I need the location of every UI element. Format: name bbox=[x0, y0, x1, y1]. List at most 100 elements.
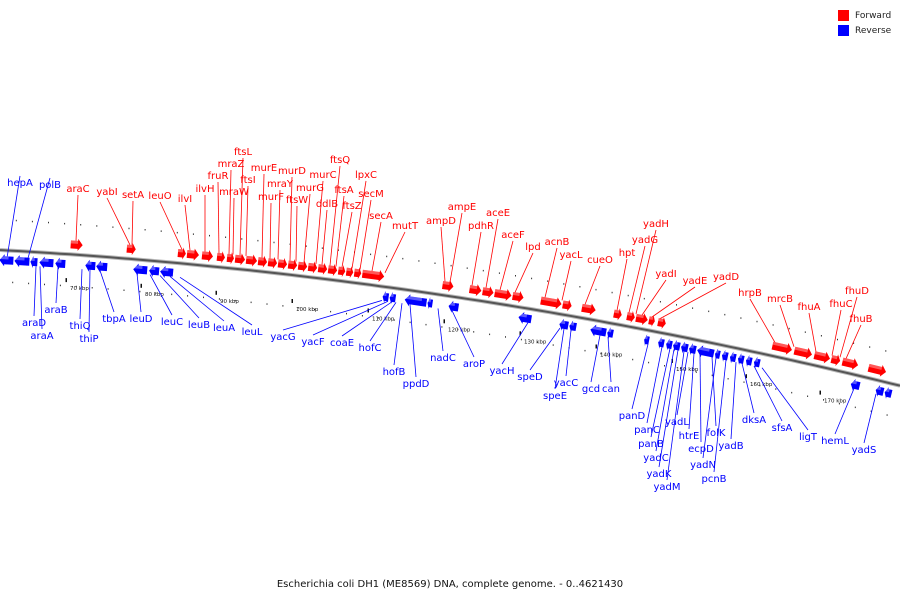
gene-label-murG[interactable]: murG bbox=[296, 183, 324, 194]
forward-gene-arrow[interactable] bbox=[177, 247, 186, 260]
reverse-gene-arrow[interactable] bbox=[680, 341, 689, 354]
gene-label-ftsQ[interactable]: ftsQ bbox=[330, 155, 350, 166]
gene-label-pdhR[interactable]: pdhR bbox=[468, 221, 494, 232]
reverse-gene-arrow[interactable] bbox=[672, 339, 681, 352]
gene-label-yadN[interactable]: yadN bbox=[690, 460, 716, 471]
forward-gene-arrow[interactable] bbox=[216, 251, 225, 264]
gene-label-hrpB[interactable]: hrpB bbox=[738, 288, 762, 299]
reverse-gene-arrow[interactable] bbox=[160, 265, 174, 279]
gene-label-yacC[interactable]: yacC bbox=[554, 378, 579, 389]
reverse-gene-arrow[interactable] bbox=[96, 260, 108, 273]
gene-label-yacL[interactable]: yacL bbox=[559, 250, 583, 261]
gene-label-murE[interactable]: murE bbox=[251, 163, 278, 174]
forward-gene-arrow[interactable] bbox=[317, 262, 328, 275]
gene-label-yadD[interactable]: yadD bbox=[713, 272, 739, 283]
forward-gene-arrow[interactable] bbox=[813, 349, 831, 364]
reverse-gene-arrow[interactable] bbox=[427, 297, 434, 310]
forward-gene-arrow[interactable] bbox=[361, 268, 385, 283]
gene-label-ppdD[interactable]: ppdD bbox=[403, 379, 430, 390]
forward-gene-arrow[interactable] bbox=[277, 257, 288, 270]
gene-label-leuC[interactable]: leuC bbox=[161, 317, 183, 328]
gene-label-polB[interactable]: polB bbox=[39, 180, 61, 191]
gene-label-yadM[interactable]: yadM bbox=[653, 482, 680, 493]
gene-label-mrcB[interactable]: mrcB bbox=[767, 294, 793, 305]
reverse-gene-arrow[interactable] bbox=[30, 255, 38, 268]
gene-label-fhuD[interactable]: fhuD bbox=[845, 286, 869, 297]
gene-label-panC[interactable]: panC bbox=[634, 425, 660, 436]
reverse-gene-arrow[interactable] bbox=[589, 324, 607, 339]
gene-label-ftsZ[interactable]: ftsZ bbox=[342, 201, 361, 212]
gene-label-aceE[interactable]: aceE bbox=[486, 208, 510, 219]
gene-label-yadG[interactable]: yadG bbox=[632, 235, 658, 246]
reverse-gene-arrow[interactable] bbox=[643, 334, 650, 347]
forward-gene-arrow[interactable] bbox=[337, 265, 346, 278]
gene-label-sfsA[interactable]: sfsA bbox=[772, 423, 793, 434]
forward-gene-arrow[interactable] bbox=[267, 256, 278, 269]
reverse-gene-arrow[interactable] bbox=[568, 320, 577, 333]
gene-label-ftsA[interactable]: ftsA bbox=[334, 185, 353, 196]
forward-gene-arrow[interactable] bbox=[613, 308, 623, 321]
gene-label-hepA[interactable]: hepA bbox=[7, 178, 33, 189]
gene-label-yadH[interactable]: yadH bbox=[643, 219, 669, 230]
gene-label-aroP[interactable]: aroP bbox=[463, 359, 485, 370]
reverse-gene-arrow[interactable] bbox=[745, 355, 753, 368]
gene-label-murD[interactable]: murD bbox=[278, 166, 306, 177]
gene-label-dksA[interactable]: dksA bbox=[742, 415, 766, 426]
forward-gene-arrow[interactable] bbox=[287, 259, 298, 272]
gene-label-ilvH[interactable]: ilvH bbox=[196, 184, 215, 195]
forward-gene-arrow[interactable] bbox=[581, 302, 597, 316]
gene-label-yadE[interactable]: yadE bbox=[683, 276, 708, 287]
gene-label-araA[interactable]: araA bbox=[30, 331, 53, 342]
gene-label-yadC[interactable]: yadC bbox=[643, 453, 668, 464]
forward-gene-arrow[interactable] bbox=[626, 310, 636, 323]
gene-label-pcnB[interactable]: pcnB bbox=[701, 474, 726, 485]
gene-label-panD[interactable]: panD bbox=[619, 411, 646, 422]
reverse-gene-arrow[interactable] bbox=[849, 378, 861, 392]
forward-gene-arrow[interactable] bbox=[482, 285, 495, 299]
gene-label-mraY[interactable]: mraY bbox=[267, 179, 294, 190]
forward-gene-arrow[interactable] bbox=[201, 249, 213, 262]
gene-label-leuL[interactable]: leuL bbox=[242, 327, 263, 338]
gene-label-secM[interactable]: secM bbox=[358, 189, 384, 200]
reverse-gene-arrow[interactable] bbox=[0, 254, 14, 267]
gene-label-setA[interactable]: setA bbox=[122, 190, 144, 201]
forward-gene-arrow[interactable] bbox=[70, 238, 83, 251]
gene-label-leuB[interactable]: leuB bbox=[188, 320, 210, 331]
gene-label-yadL[interactable]: yadL bbox=[665, 417, 689, 428]
gene-label-fruR[interactable]: fruR bbox=[208, 171, 229, 182]
gene-label-ligT[interactable]: ligT bbox=[799, 432, 818, 443]
gene-label-murF[interactable]: murF bbox=[258, 192, 284, 203]
reverse-gene-arrow[interactable] bbox=[696, 344, 715, 359]
gene-label-speE[interactable]: speE bbox=[543, 391, 567, 402]
gene-label-lpd[interactable]: lpd bbox=[525, 242, 540, 253]
gene-label-coaE[interactable]: coaE bbox=[330, 338, 354, 349]
gene-label-yadS[interactable]: yadS bbox=[852, 445, 877, 456]
reverse-gene-arrow[interactable] bbox=[389, 291, 397, 305]
reverse-gene-arrow[interactable] bbox=[883, 386, 893, 399]
reverse-gene-arrow[interactable] bbox=[665, 338, 673, 351]
gene-label-panB[interactable]: panB bbox=[638, 439, 664, 450]
gene-label-nadC[interactable]: nadC bbox=[430, 353, 456, 364]
gene-label-araC[interactable]: araC bbox=[66, 184, 89, 195]
forward-gene-arrow[interactable] bbox=[540, 295, 563, 310]
forward-gene-arrow[interactable] bbox=[297, 260, 308, 273]
forward-gene-arrow[interactable] bbox=[441, 279, 455, 292]
reverse-gene-arrow[interactable] bbox=[55, 257, 66, 270]
gene-label-acnB[interactable]: acnB bbox=[545, 237, 570, 248]
gene-label-leuO[interactable]: leuO bbox=[148, 191, 171, 202]
gene-label-aceF[interactable]: aceF bbox=[501, 230, 525, 241]
reverse-gene-arrow[interactable] bbox=[404, 294, 428, 309]
gene-label-yacF[interactable]: yacF bbox=[301, 337, 325, 348]
gene-label-ddlB[interactable]: ddlB bbox=[316, 199, 338, 210]
gene-label-ftsI[interactable]: ftsI bbox=[240, 175, 255, 186]
gene-label-yadK[interactable]: yadK bbox=[647, 469, 672, 480]
gene-label-cueO[interactable]: cueO bbox=[587, 255, 613, 266]
reverse-gene-arrow[interactable] bbox=[39, 256, 54, 269]
forward-gene-arrow[interactable] bbox=[494, 287, 513, 302]
gene-label-leuD[interactable]: leuD bbox=[130, 314, 153, 325]
gene-label-hofB[interactable]: hofB bbox=[383, 367, 406, 378]
reverse-gene-arrow[interactable] bbox=[721, 350, 729, 363]
gene-label-mraW[interactable]: mraW bbox=[219, 187, 249, 198]
gene-label-ecpD[interactable]: ecpD bbox=[688, 444, 714, 455]
reverse-gene-arrow[interactable] bbox=[382, 290, 390, 304]
